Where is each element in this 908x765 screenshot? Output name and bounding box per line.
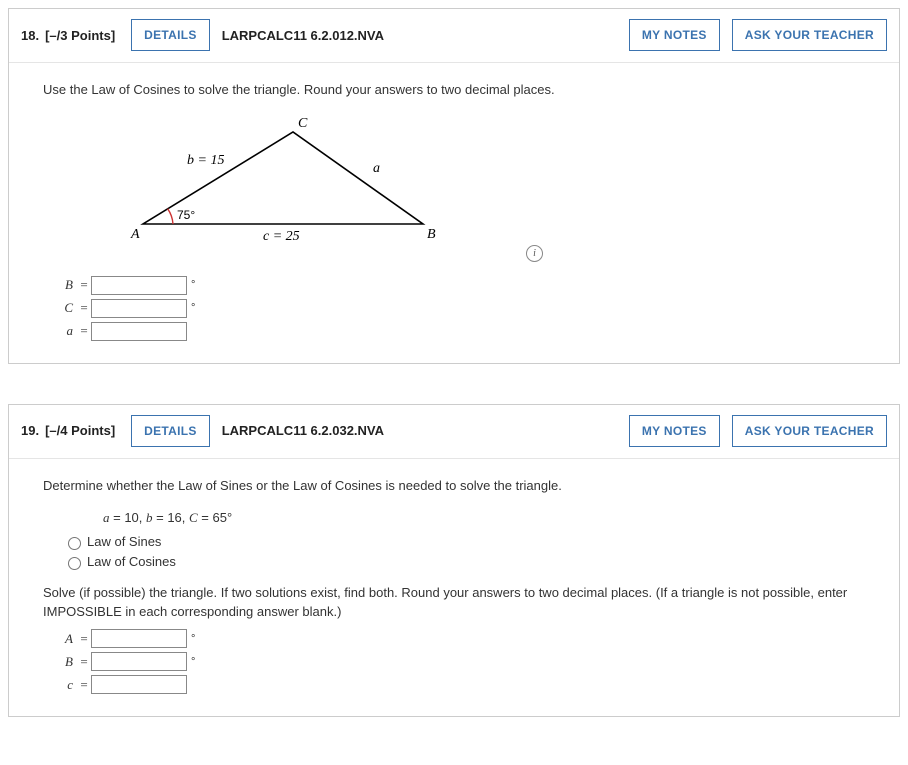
answer-input-cap-b[interactable] [91, 652, 187, 671]
answer-label-cap-a: A [43, 631, 77, 647]
equals-sign: = [77, 300, 91, 316]
degree-unit: ° [191, 279, 195, 291]
answer-label-b: B [43, 277, 77, 293]
given-a-val: = 10, [110, 510, 147, 525]
reference-code: LARPCALC11 6.2.012.NVA [222, 28, 384, 43]
question-19: 19. [–/4 Points] DETAILS LARPCALC11 6.2.… [8, 404, 900, 718]
answer-input-c[interactable] [91, 299, 187, 318]
question-header: 18. [–/3 Points] DETAILS LARPCALC11 6.2.… [9, 9, 899, 62]
angle-a-value: 75° [177, 208, 195, 222]
degree-unit: ° [191, 656, 195, 668]
answer-row-small-c: c = [43, 675, 877, 694]
question-body: Determine whether the Law of Sines or th… [9, 458, 899, 717]
given-c-val: = 65° [198, 510, 232, 525]
side-b-label: b = 15 [187, 153, 224, 168]
vertex-b-label: B [427, 227, 436, 242]
given-c-var: C [189, 510, 198, 525]
answer-row-a: a = [43, 322, 877, 341]
details-button[interactable]: DETAILS [131, 415, 210, 447]
degree-unit: ° [191, 633, 195, 645]
option-label-cosines: Law of Cosines [87, 554, 176, 569]
my-notes-button[interactable]: MY NOTES [629, 415, 720, 447]
question-prompt: Determine whether the Law of Sines or th… [43, 477, 877, 496]
answer-label-a: a [43, 323, 77, 339]
question-body: Use the Law of Cosines to solve the tria… [9, 62, 899, 363]
given-b-val: = 16, [153, 510, 190, 525]
question-number: 19. [21, 423, 39, 438]
answer-group: A = ° B = ° c = [43, 629, 877, 694]
question-prompt: Use the Law of Cosines to solve the tria… [43, 81, 877, 100]
answer-label-small-c: c [43, 677, 77, 693]
degree-unit: ° [191, 302, 195, 314]
details-button[interactable]: DETAILS [131, 19, 210, 51]
question-number: 18. [21, 28, 39, 43]
option-law-of-cosines[interactable]: Law of Cosines [63, 554, 877, 570]
equals-sign: = [77, 631, 91, 647]
answer-group: B = ° C = ° a = [43, 276, 877, 341]
radio-cosines[interactable] [68, 557, 81, 570]
option-label-sines: Law of Sines [87, 534, 161, 549]
reference-code: LARPCALC11 6.2.032.NVA [222, 423, 384, 438]
equals-sign: = [77, 277, 91, 293]
question-header: 19. [–/4 Points] DETAILS LARPCALC11 6.2.… [9, 405, 899, 458]
answer-row-cap-b: B = ° [43, 652, 877, 671]
radio-sines[interactable] [68, 537, 81, 550]
ask-teacher-button[interactable]: ASK YOUR TEACHER [732, 415, 887, 447]
question-18: 18. [–/3 Points] DETAILS LARPCALC11 6.2.… [8, 8, 900, 364]
header-actions: MY NOTES ASK YOUR TEACHER [629, 19, 887, 51]
equals-sign: = [77, 654, 91, 670]
equals-sign: = [77, 323, 91, 339]
my-notes-button[interactable]: MY NOTES [629, 19, 720, 51]
answer-label-c: C [43, 300, 77, 316]
answer-row-cap-a: A = ° [43, 629, 877, 648]
sub-prompt: Solve (if possible) the triangle. If two… [43, 584, 877, 622]
ask-teacher-button[interactable]: ASK YOUR TEACHER [732, 19, 887, 51]
equals-sign: = [77, 677, 91, 693]
question-points: [–/4 Points] [45, 423, 115, 438]
side-a-label: a [373, 161, 380, 176]
angle-arc-a [168, 209, 173, 224]
triangle-figure: A B C b = 15 a c = 25 75° i [123, 114, 483, 254]
answer-input-a[interactable] [91, 322, 187, 341]
answer-label-cap-b: B [43, 654, 77, 670]
answer-input-cap-a[interactable] [91, 629, 187, 648]
given-values: a = 10, b = 16, C = 65° [103, 510, 877, 526]
option-law-of-sines[interactable]: Law of Sines [63, 534, 877, 550]
answer-row-c: C = ° [43, 299, 877, 318]
side-c-label: c = 25 [263, 229, 300, 244]
answer-input-small-c[interactable] [91, 675, 187, 694]
info-icon[interactable]: i [526, 245, 543, 262]
triangle-svg: A B C b = 15 a c = 25 75° [123, 114, 483, 254]
vertex-c-label: C [298, 116, 308, 131]
vertex-a-label: A [130, 227, 140, 242]
question-points: [–/3 Points] [45, 28, 115, 43]
answer-row-b: B = ° [43, 276, 877, 295]
header-actions: MY NOTES ASK YOUR TEACHER [629, 415, 887, 447]
answer-input-b[interactable] [91, 276, 187, 295]
